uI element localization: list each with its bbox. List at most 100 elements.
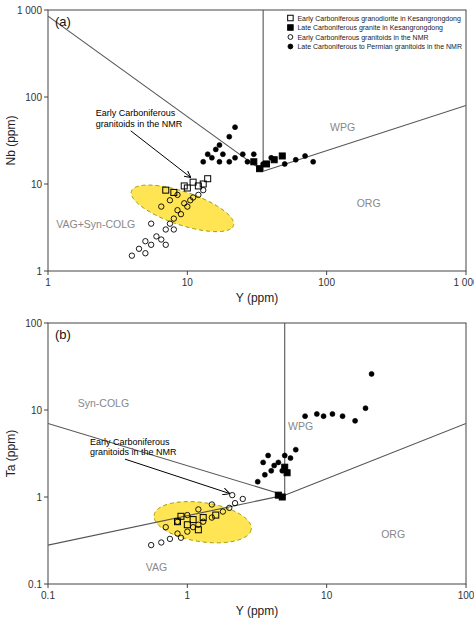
point [240, 152, 245, 157]
annotation: Early Carboniferousgranitoids in the NMR [90, 437, 177, 458]
x-tick [326, 584, 327, 588]
point [293, 157, 298, 162]
legend-label: Late Carboniferous to Permian granitoids… [297, 43, 462, 51]
y-tick-label: 100 [25, 318, 42, 329]
boundary-line [285, 423, 466, 495]
point [251, 159, 257, 165]
point [163, 227, 168, 232]
y-tick-label: 10 [31, 405, 43, 416]
y-tick-label: 1 000 [17, 5, 42, 16]
point [227, 159, 232, 164]
point [182, 201, 187, 206]
point [340, 414, 345, 419]
point [148, 542, 153, 547]
field-label: WPG [330, 121, 355, 133]
legend-symbol [288, 35, 293, 40]
point [195, 527, 201, 533]
point [129, 253, 134, 258]
series [251, 153, 285, 172]
series [129, 187, 206, 258]
point [227, 134, 232, 139]
point [167, 221, 172, 226]
point [266, 453, 271, 458]
y-tick-label: 1 [36, 492, 42, 503]
point [232, 500, 237, 505]
x-tick-label: 1 [185, 590, 191, 601]
point [171, 216, 176, 221]
point [230, 492, 235, 497]
point [261, 460, 266, 465]
x-tick [326, 271, 327, 275]
point [353, 418, 358, 423]
point [209, 502, 214, 507]
point [209, 155, 214, 160]
field-label: WPG [288, 420, 313, 432]
point [185, 529, 190, 534]
point [148, 242, 153, 247]
series [201, 125, 316, 167]
legend-item: Late Carboniferous to Permian granitoids… [288, 43, 462, 51]
point [171, 227, 176, 232]
point [220, 509, 225, 514]
x-tick-label: 100 [458, 590, 474, 601]
point [255, 479, 260, 484]
point [257, 166, 263, 172]
point [245, 159, 250, 164]
point [163, 242, 168, 247]
point [190, 195, 195, 200]
legend-item: Early Carboniferous granodiorite in Kesa… [288, 15, 461, 23]
legend-label: Early Carboniferous granitoids in the NM… [297, 34, 428, 42]
point [363, 406, 368, 411]
plot-area [48, 10, 466, 258]
point [154, 234, 159, 239]
point [251, 152, 256, 157]
point [369, 371, 374, 376]
y-tick [44, 10, 48, 11]
point [163, 524, 168, 529]
boundary-line [48, 16, 263, 171]
y-tick-label: 0.1 [28, 579, 42, 590]
point [143, 251, 148, 256]
point [205, 176, 211, 182]
x-axis-label: Y (ppm) [236, 291, 278, 305]
point [190, 517, 196, 523]
point [159, 237, 164, 242]
point [269, 468, 274, 473]
legend-label: Late Carboniferous granite in Kesangrong… [297, 24, 443, 32]
point [288, 456, 293, 461]
point [240, 496, 245, 501]
field-label: VAG+Syn-COLG [56, 218, 135, 230]
legend-label: Early Carboniferous granodiorite in Kesa… [297, 15, 461, 23]
legend-symbol [288, 15, 294, 21]
series [163, 176, 211, 196]
x-tick [48, 271, 49, 275]
x-tick [187, 584, 188, 588]
annotation-line: granitoids in the NMR [96, 119, 183, 129]
annotation-line: Early Carboniferous [90, 437, 170, 447]
point [185, 512, 190, 517]
point [282, 161, 287, 166]
point [279, 153, 285, 159]
point [276, 460, 281, 465]
point [185, 204, 190, 209]
point [284, 470, 290, 476]
point [279, 494, 285, 500]
panel-title: (b) [55, 327, 71, 342]
point [184, 185, 190, 191]
field-label: Syn-COLG [78, 397, 129, 409]
field-label: VAG [146, 561, 167, 573]
boundary-line [48, 423, 285, 495]
point [171, 189, 177, 195]
point [178, 535, 183, 540]
point [220, 152, 225, 157]
annotation-arrow [131, 131, 191, 177]
x-tick-label: 10 [321, 590, 333, 601]
point [178, 211, 183, 216]
point [148, 221, 153, 226]
legend-symbol [288, 25, 294, 31]
y-tick [44, 97, 48, 98]
x-axis-label: Y (ppm) [236, 604, 278, 618]
legend-symbol [288, 44, 293, 49]
point [196, 192, 201, 197]
legend-item: Late Carboniferous granite in Kesangrong… [288, 24, 443, 32]
